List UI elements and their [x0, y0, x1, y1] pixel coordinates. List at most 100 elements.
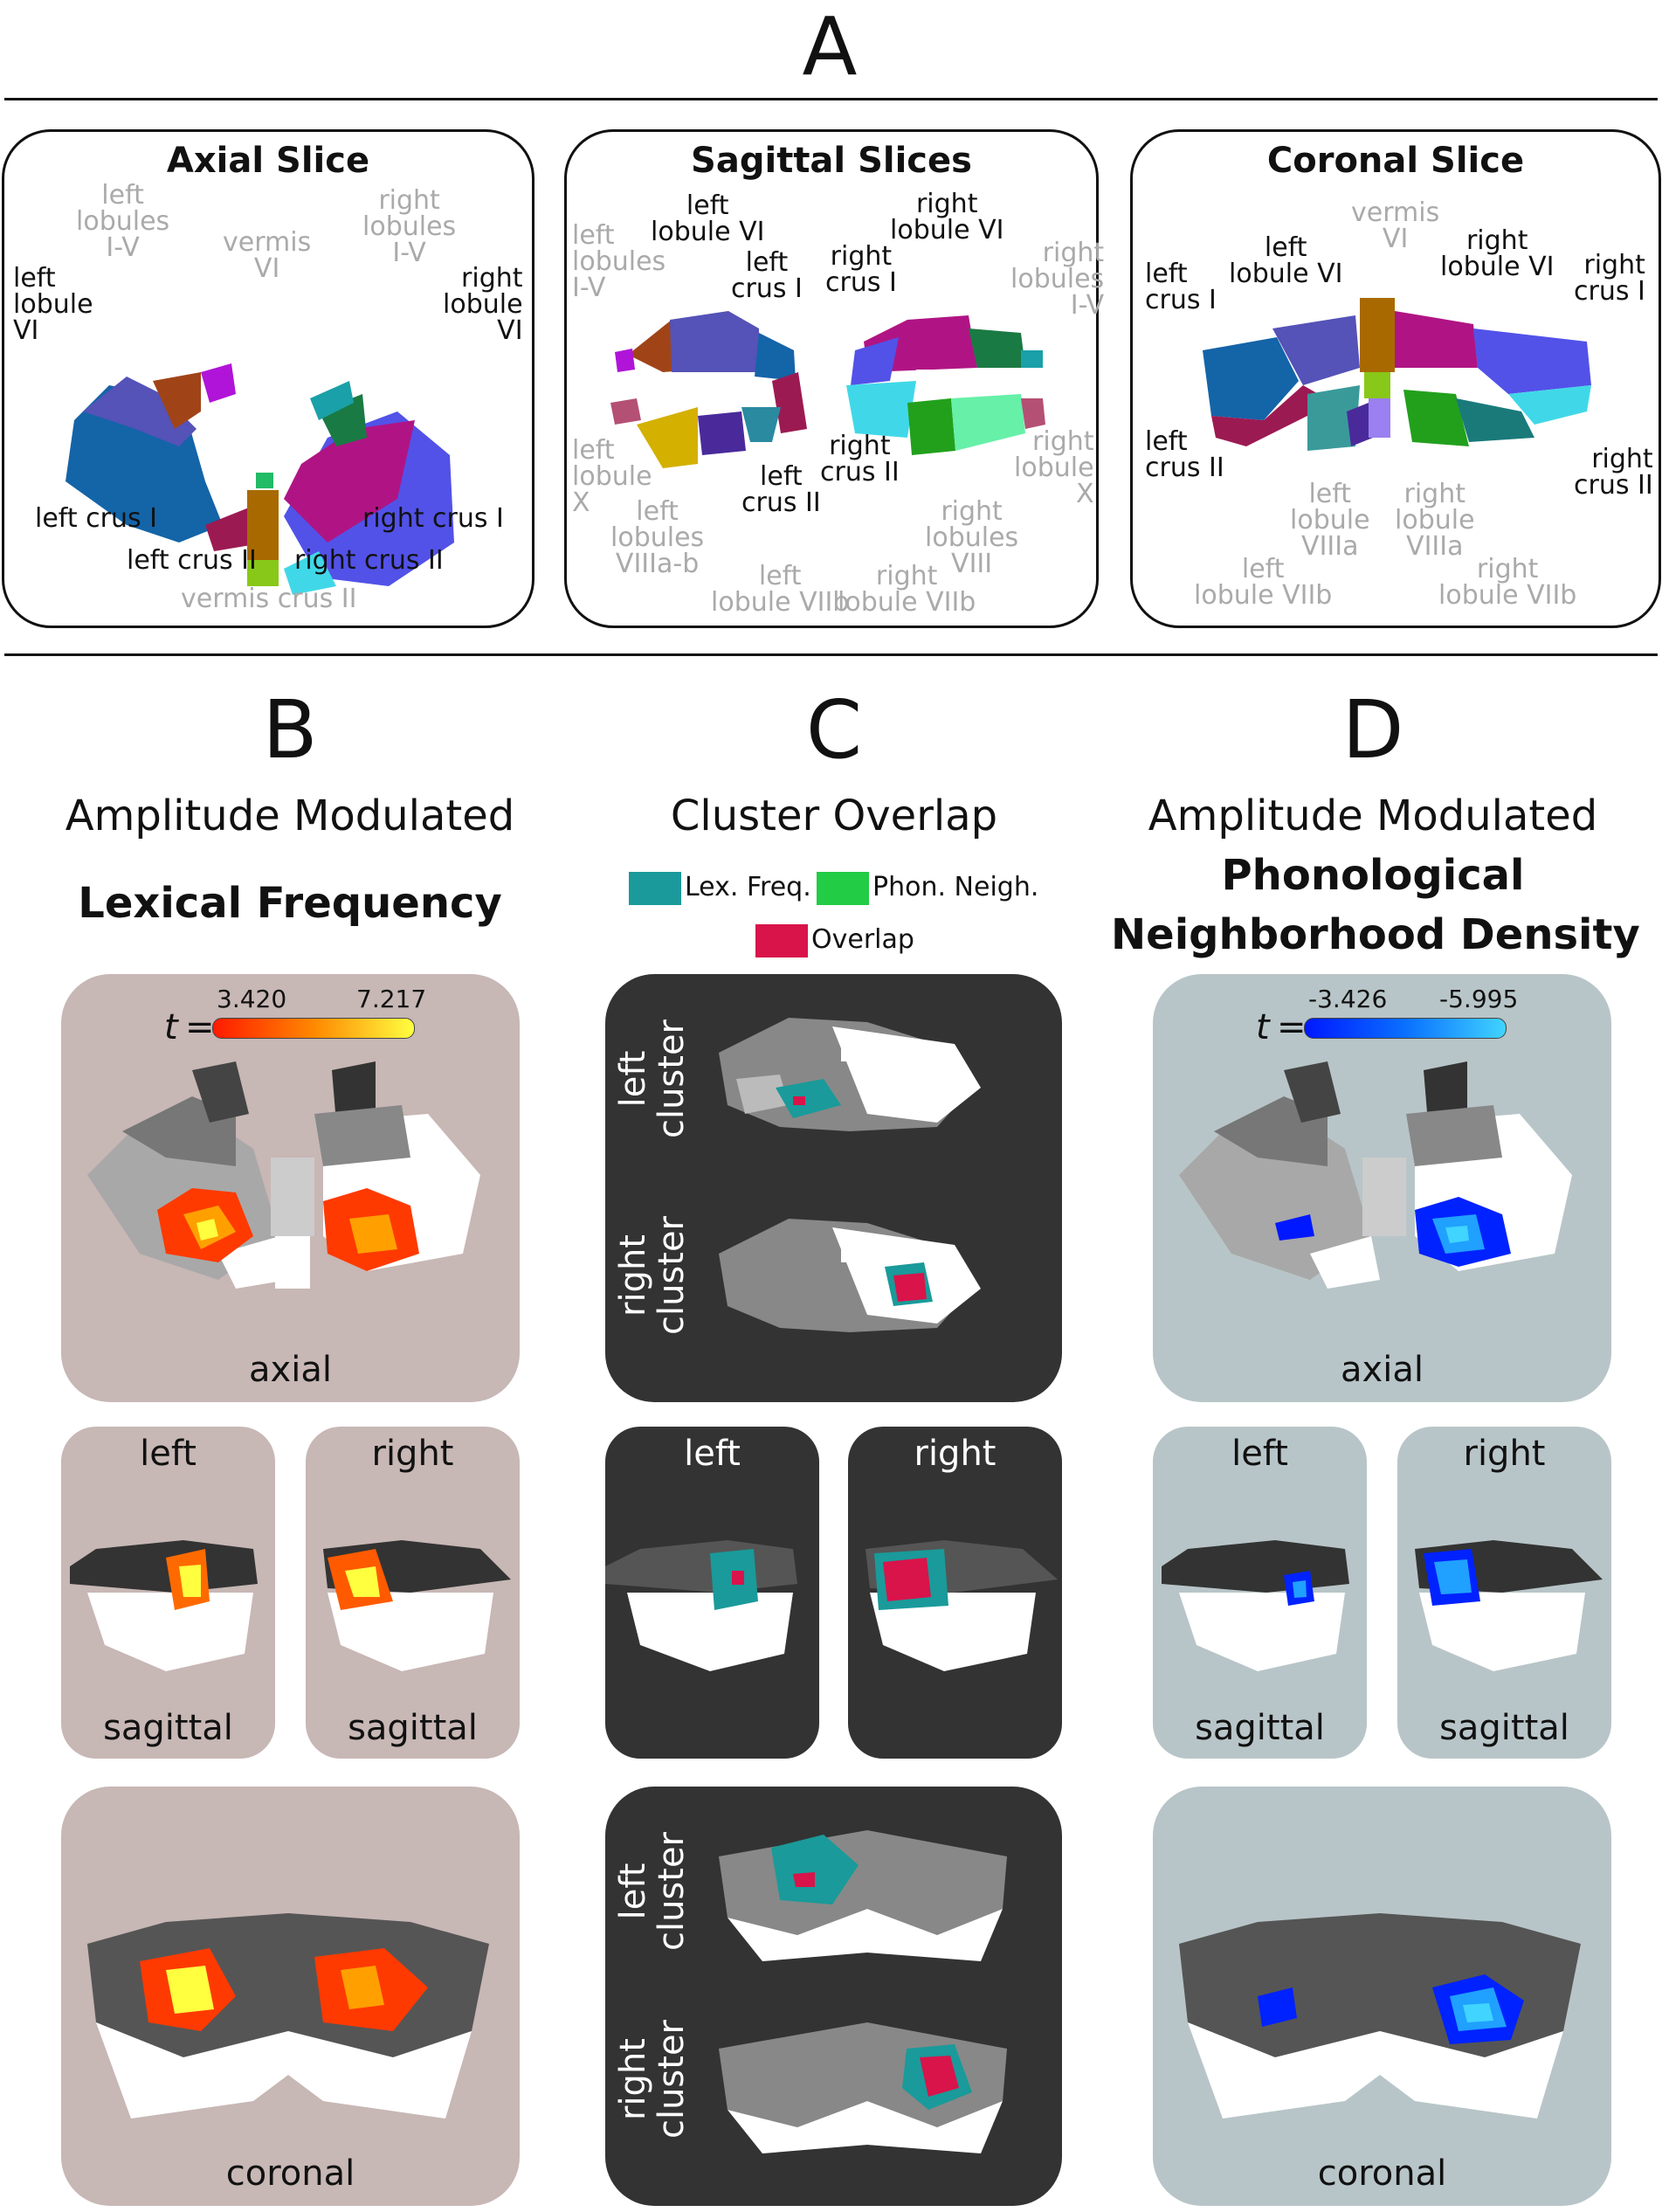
panel-b-axial-label: axial — [249, 1350, 332, 1390]
panel-b-sagittal-right: right sagittal — [306, 1427, 520, 1759]
panel-c-letter: C — [805, 683, 863, 777]
panel-c-sag-right-label: right — [914, 1434, 997, 1474]
cor-label-right-crus-i: right crus I — [1574, 250, 1645, 307]
colorbar-d-t: t — [1256, 1007, 1270, 1047]
coronal-atlas-image — [1203, 298, 1591, 451]
axial-label-left-crus-ii: left crus II — [127, 545, 257, 576]
colorbar-d-eq: = — [1277, 1007, 1307, 1047]
cor-label-left-crus-ii: left crus II — [1145, 426, 1224, 483]
axial-brain-d — [1179, 1061, 1572, 1289]
panel-d-coronal-label: coronal — [1317, 2153, 1447, 2194]
panel-c-sagittal-right: right — [848, 1427, 1062, 1759]
coronal-slice-title: Coronal Slice — [1266, 141, 1525, 181]
sag-label-right-lobule-vi: right lobule VI — [890, 189, 1004, 245]
panel-c-sag-left-label: left — [684, 1434, 741, 1474]
sag-label-left-lobules-viii: left lobules VIIIa-b — [610, 496, 705, 579]
sagittal-left-brain-b — [70, 1540, 258, 1671]
panel-a-letter: A — [802, 0, 858, 93]
panel-b-sag-left-label: left — [140, 1434, 197, 1474]
panel-b-subtitle: Amplitude Modulated — [65, 791, 515, 840]
colorbar-d: t = -3.426 -5.995 — [1256, 985, 1570, 1047]
legend-label-lex-freq: Lex. Freq. — [685, 872, 811, 902]
panel-d-sagittal-right: right sagittal — [1397, 1427, 1611, 1759]
colorbar-d-min: -3.426 — [1308, 985, 1388, 1013]
divider-middle — [4, 653, 1658, 656]
panel-d-sag-right-label: right — [1463, 1434, 1546, 1474]
panel-c-coronal: left cluster right cluster — [605, 1787, 1062, 2206]
colorbar-b-min: 3.420 — [217, 985, 287, 1013]
axial-label-right-crus-ii: right crus II — [294, 545, 444, 576]
panel-b-axial: t = 3.420 7.217 axial — [61, 974, 520, 1402]
axial-label-right-lobule-vi: right lobule VI — [443, 263, 523, 346]
sag-label-right-crus-ii: right crus II — [820, 431, 900, 487]
panel-c-legend: Lex. Freq. Phon. Neigh. Overlap — [629, 865, 1048, 961]
divider-top — [4, 98, 1658, 100]
panel-c-subtitle: Cluster Overlap — [670, 791, 998, 840]
colorbar-b-eq: = — [185, 1007, 215, 1047]
axial-slice-title: Axial Slice — [166, 141, 370, 181]
axial-label-right-crus-i: right crus I — [362, 503, 504, 534]
panel-d-title-line1: Phonological — [1221, 851, 1525, 900]
sagittal-atlas-image — [610, 311, 1045, 468]
panel-b-coronal: coronal — [61, 1787, 520, 2206]
colorbar-b: t = 3.420 7.217 — [164, 985, 479, 1047]
axial-label-left-lobules: left lobules I-V — [76, 180, 170, 263]
sagittal-right-c — [865, 1540, 1058, 1671]
sagittal-right-brain-b — [323, 1540, 511, 1671]
sag-label-left-lobules: left lobules I-V — [572, 220, 666, 303]
sagittal-left-brain-d — [1162, 1540, 1349, 1671]
colorbar-b-gradient — [212, 1018, 415, 1039]
panel-c-sagittal-left: left — [605, 1427, 819, 1759]
colorbar-b-t: t — [164, 1007, 178, 1047]
legend-label-overlap: Overlap — [811, 924, 914, 955]
panel-c-axial: left cluster right cluster — [605, 974, 1062, 1402]
axial-label-left-crus-i: left crus I — [35, 503, 157, 534]
cor-label-right-crus-ii: right crus II — [1574, 444, 1653, 501]
sag-label-left-lobule-viib: left lobule VIIb — [711, 561, 850, 618]
sagittal-slices-box: Sagittal Slices left lobules I-V left lo… — [564, 129, 1104, 628]
colorbar-d-gradient — [1304, 1018, 1507, 1039]
sag-label-right-lobule-x: right lobule X — [1014, 426, 1094, 509]
cor-label-left-lobule-viiia: left lobule VIIIa — [1290, 479, 1370, 562]
sag-label-right-crus-i: right crus I — [825, 241, 897, 298]
cor-label-left-crus-i: left crus I — [1145, 259, 1217, 315]
cor-label-left-lobule-viib: left lobule VIIb — [1194, 554, 1333, 611]
sag-label-left-crus-i: left crus I — [731, 247, 803, 304]
cor-label-left-lobule-vi: left lobule VI — [1229, 232, 1343, 289]
axial-atlas-image — [66, 363, 454, 595]
sag-label-left-lobule-x: left lobule X — [572, 435, 652, 518]
panel-d-axial-label: axial — [1341, 1350, 1424, 1390]
panel-b-coronal-label: coronal — [225, 2153, 355, 2194]
sag-label-right-lobule-viib: right lobule VIIb — [838, 561, 976, 618]
panel-d-title-line2: Neighborhood Density — [1111, 910, 1640, 959]
axial-label-left-lobule-vi: left lobule VI — [13, 263, 93, 346]
sagittal-left-c — [605, 1540, 797, 1671]
coronal-brain-b — [87, 1913, 489, 2119]
cor-label-vermis-vi: vermis VI — [1351, 197, 1440, 254]
coronal-clusters-c — [719, 1830, 1007, 2153]
axial-label-vermis-vi: vermis VI — [223, 227, 312, 284]
axial-brain-b — [87, 1061, 480, 1289]
panel-d-sag-left-sublabel: sagittal — [1195, 1708, 1325, 1748]
cor-label-right-lobule-vi: right lobule VI — [1440, 225, 1555, 282]
colorbar-b-max: 7.217 — [356, 985, 427, 1013]
panel-b-sag-right-label: right — [371, 1434, 454, 1474]
colorbar-d-max: -5.995 — [1439, 985, 1519, 1013]
legend-swatch-overlap — [755, 924, 808, 957]
legend-swatch-lex-freq — [629, 872, 681, 905]
sag-label-right-lobules-viii: right lobules VIII — [925, 496, 1019, 579]
legend-label-phon-neigh: Phon. Neigh. — [872, 872, 1039, 902]
coronal-slice-box: Coronal Slice left crus I left lobule VI… — [1130, 129, 1661, 628]
legend-swatch-phon-neigh — [817, 872, 869, 905]
axial-label-vermis-crus-ii: vermis crus II — [181, 584, 357, 614]
panel-b-sagittal-left: left sagittal — [61, 1427, 275, 1759]
panel-d-coronal: coronal — [1153, 1787, 1611, 2206]
panel-d-sagittal-left: left sagittal — [1153, 1427, 1367, 1759]
axial-clusters-c — [719, 1018, 981, 1332]
sag-label-right-lobules: right lobules I-V — [1010, 238, 1105, 321]
panel-b-sag-left-sublabel: sagittal — [103, 1708, 233, 1748]
panel-d-subtitle: Amplitude Modulated — [1148, 791, 1598, 840]
coronal-brain-d — [1179, 1913, 1581, 2119]
sagittal-slices-title: Sagittal Slices — [691, 141, 972, 181]
cor-label-right-lobule-viib: right lobule VIIb — [1438, 554, 1577, 611]
